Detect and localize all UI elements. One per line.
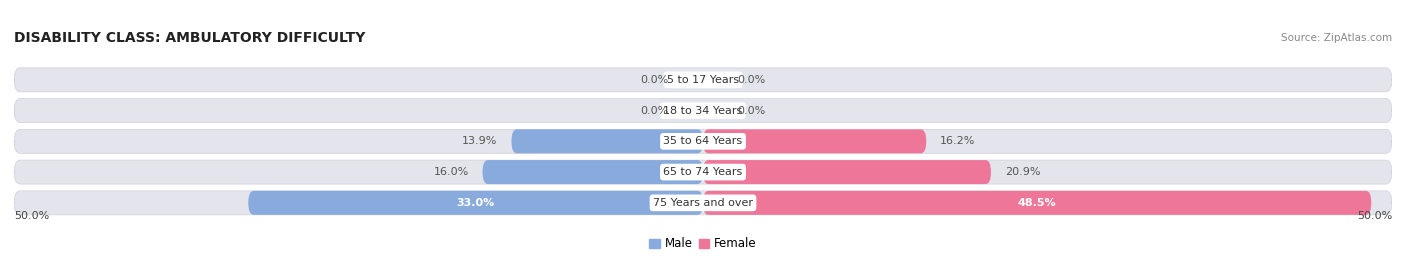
Text: 65 to 74 Years: 65 to 74 Years	[664, 167, 742, 177]
FancyBboxPatch shape	[14, 191, 1392, 215]
FancyBboxPatch shape	[703, 191, 1371, 215]
FancyBboxPatch shape	[512, 129, 703, 153]
Text: 0.0%: 0.0%	[640, 75, 669, 85]
Text: 16.2%: 16.2%	[941, 136, 976, 146]
Text: 0.0%: 0.0%	[738, 106, 766, 116]
FancyBboxPatch shape	[249, 191, 703, 215]
FancyBboxPatch shape	[482, 160, 703, 184]
Text: 50.0%: 50.0%	[14, 211, 49, 221]
FancyBboxPatch shape	[703, 129, 927, 153]
Text: Source: ZipAtlas.com: Source: ZipAtlas.com	[1281, 33, 1392, 43]
Text: 35 to 64 Years: 35 to 64 Years	[664, 136, 742, 146]
FancyBboxPatch shape	[14, 129, 1392, 153]
Text: 50.0%: 50.0%	[1357, 211, 1392, 221]
FancyBboxPatch shape	[703, 160, 991, 184]
Text: 0.0%: 0.0%	[738, 75, 766, 85]
Text: 33.0%: 33.0%	[457, 198, 495, 208]
Text: 16.0%: 16.0%	[433, 167, 468, 177]
Text: 48.5%: 48.5%	[1018, 198, 1056, 208]
Legend: Male, Female: Male, Female	[645, 233, 761, 255]
Text: DISABILITY CLASS: AMBULATORY DIFFICULTY: DISABILITY CLASS: AMBULATORY DIFFICULTY	[14, 31, 366, 45]
Text: 75 Years and over: 75 Years and over	[652, 198, 754, 208]
FancyBboxPatch shape	[14, 68, 1392, 92]
FancyBboxPatch shape	[14, 160, 1392, 184]
Text: 0.0%: 0.0%	[640, 106, 669, 116]
Text: 5 to 17 Years: 5 to 17 Years	[666, 75, 740, 85]
FancyBboxPatch shape	[14, 99, 1392, 122]
Text: 13.9%: 13.9%	[463, 136, 498, 146]
Text: 20.9%: 20.9%	[1005, 167, 1040, 177]
Text: 18 to 34 Years: 18 to 34 Years	[664, 106, 742, 116]
